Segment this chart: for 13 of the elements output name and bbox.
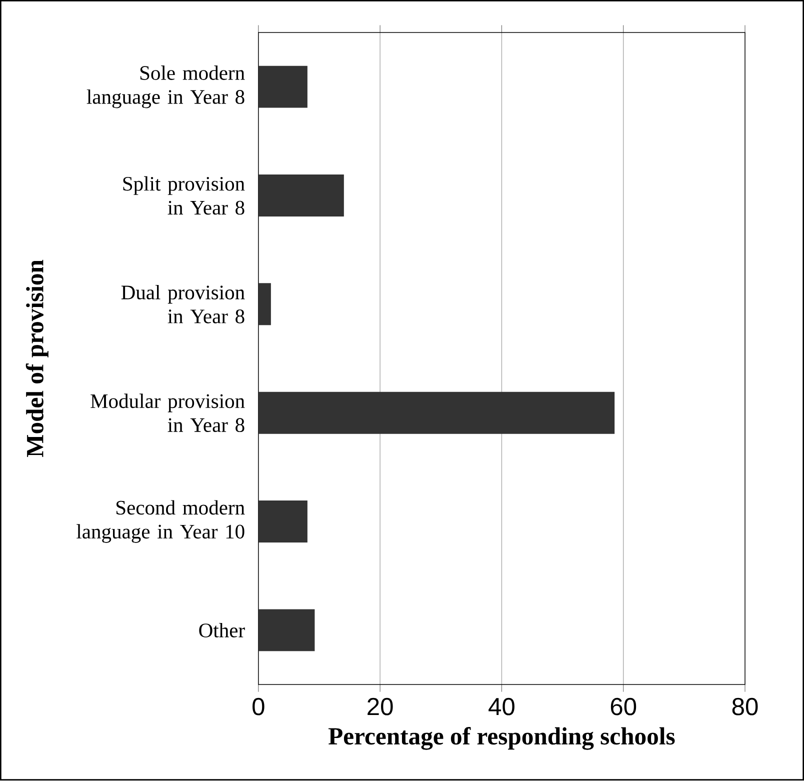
y-tick-label: Second modern language in Year 10 (76, 500, 245, 544)
x-tick-label: 80 (732, 698, 758, 716)
x-tick-label: 40 (488, 698, 514, 716)
x-tick-label: 20 (368, 698, 393, 716)
x-tick-label: 60 (610, 698, 636, 716)
x-tick-label: 0 (252, 698, 264, 716)
y-tick-label: Other (199, 623, 245, 638)
y-tick-label: Modular provision in Year 8 (90, 394, 245, 432)
y-tick-label: Split provision in Year 8 (123, 176, 245, 215)
x-axis-title: Percentage of responding schools (328, 727, 675, 750)
y-axis-title: Model of provision (26, 260, 48, 458)
y-tick-label: Sole modern language in Year 8 (86, 66, 245, 108)
y-tick-label: Dual provision in Year 8 (121, 285, 245, 324)
